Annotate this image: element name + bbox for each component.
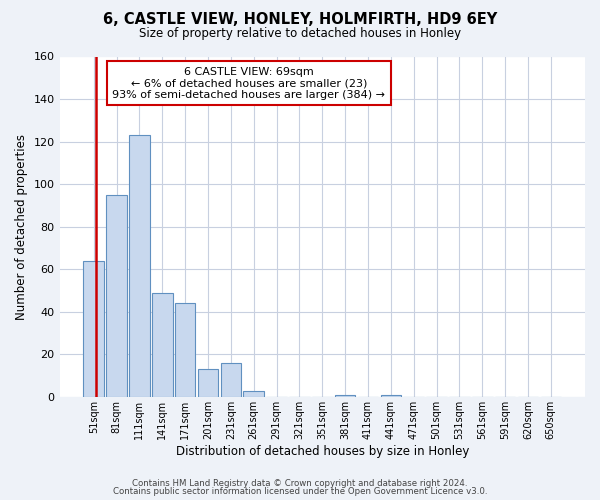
Text: Size of property relative to detached houses in Honley: Size of property relative to detached ho… xyxy=(139,28,461,40)
Bar xyxy=(83,261,104,397)
Text: Contains public sector information licensed under the Open Government Licence v3: Contains public sector information licen… xyxy=(113,487,487,496)
Y-axis label: Number of detached properties: Number of detached properties xyxy=(15,134,28,320)
Text: 6, CASTLE VIEW, HONLEY, HOLMFIRTH, HD9 6EY: 6, CASTLE VIEW, HONLEY, HOLMFIRTH, HD9 6… xyxy=(103,12,497,28)
Bar xyxy=(198,370,218,397)
Text: 6 CASTLE VIEW: 69sqm
← 6% of detached houses are smaller (23)
93% of semi-detach: 6 CASTLE VIEW: 69sqm ← 6% of detached ho… xyxy=(112,66,385,100)
Bar xyxy=(152,292,173,397)
Bar xyxy=(175,304,196,397)
Bar xyxy=(244,390,264,397)
Bar xyxy=(221,363,241,397)
Bar xyxy=(129,135,150,397)
Bar xyxy=(380,395,401,397)
Text: Contains HM Land Registry data © Crown copyright and database right 2024.: Contains HM Land Registry data © Crown c… xyxy=(132,478,468,488)
Bar xyxy=(335,395,355,397)
X-axis label: Distribution of detached houses by size in Honley: Distribution of detached houses by size … xyxy=(176,444,469,458)
Bar xyxy=(106,195,127,397)
